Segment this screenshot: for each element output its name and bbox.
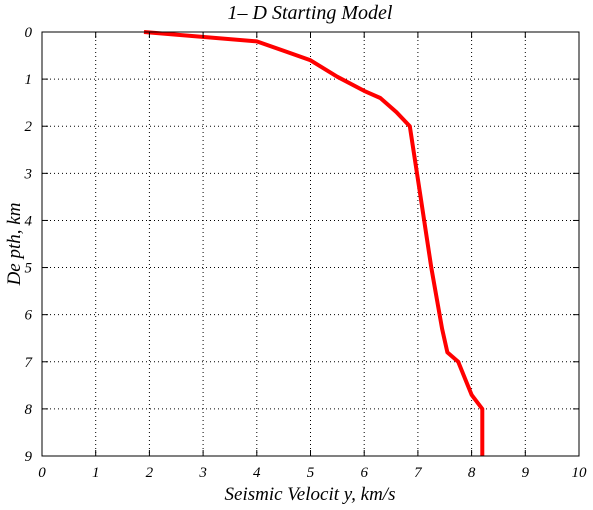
y-tick-label: 0 (25, 25, 33, 41)
x-tick-label: 3 (198, 465, 207, 481)
x-tick-label: 2 (146, 465, 154, 481)
y-tick-label: 4 (25, 213, 33, 229)
grid (42, 32, 579, 456)
x-axis-label: Seismic Velocit y, km/s (225, 484, 396, 505)
y-tick-label: 9 (25, 449, 33, 465)
y-tick-label: 5 (25, 261, 33, 277)
x-tick-label: 8 (468, 465, 476, 481)
series-layer (143, 30, 485, 456)
y-axis-label: De pth, km (4, 203, 25, 287)
x-tick-label: 0 (38, 465, 46, 481)
y-tick-label: 7 (25, 355, 34, 371)
y-ticks: 0 1 2 3 4 5 6 7 8 9 (24, 25, 579, 465)
velocity-profile-line (143, 30, 485, 456)
x-tick-label: 5 (307, 465, 315, 481)
y-tick-label: 2 (25, 119, 33, 135)
x-tick-label: 10 (572, 465, 588, 481)
x-tick-label: 6 (360, 465, 368, 481)
x-tick-label: 4 (253, 465, 261, 481)
y-tick-label: 1 (25, 72, 33, 88)
y-tick-label: 6 (25, 308, 33, 324)
chart-title: 1– D Starting Model (228, 2, 393, 24)
x-tick-label: 9 (522, 465, 530, 481)
x-ticks: 0 1 2 3 4 5 6 7 8 9 10 (38, 32, 587, 481)
x-tick-label: 1 (92, 465, 100, 481)
y-tick-label: 3 (24, 166, 33, 182)
y-tick-label: 8 (25, 402, 33, 418)
x-tick-label: 7 (414, 465, 423, 481)
